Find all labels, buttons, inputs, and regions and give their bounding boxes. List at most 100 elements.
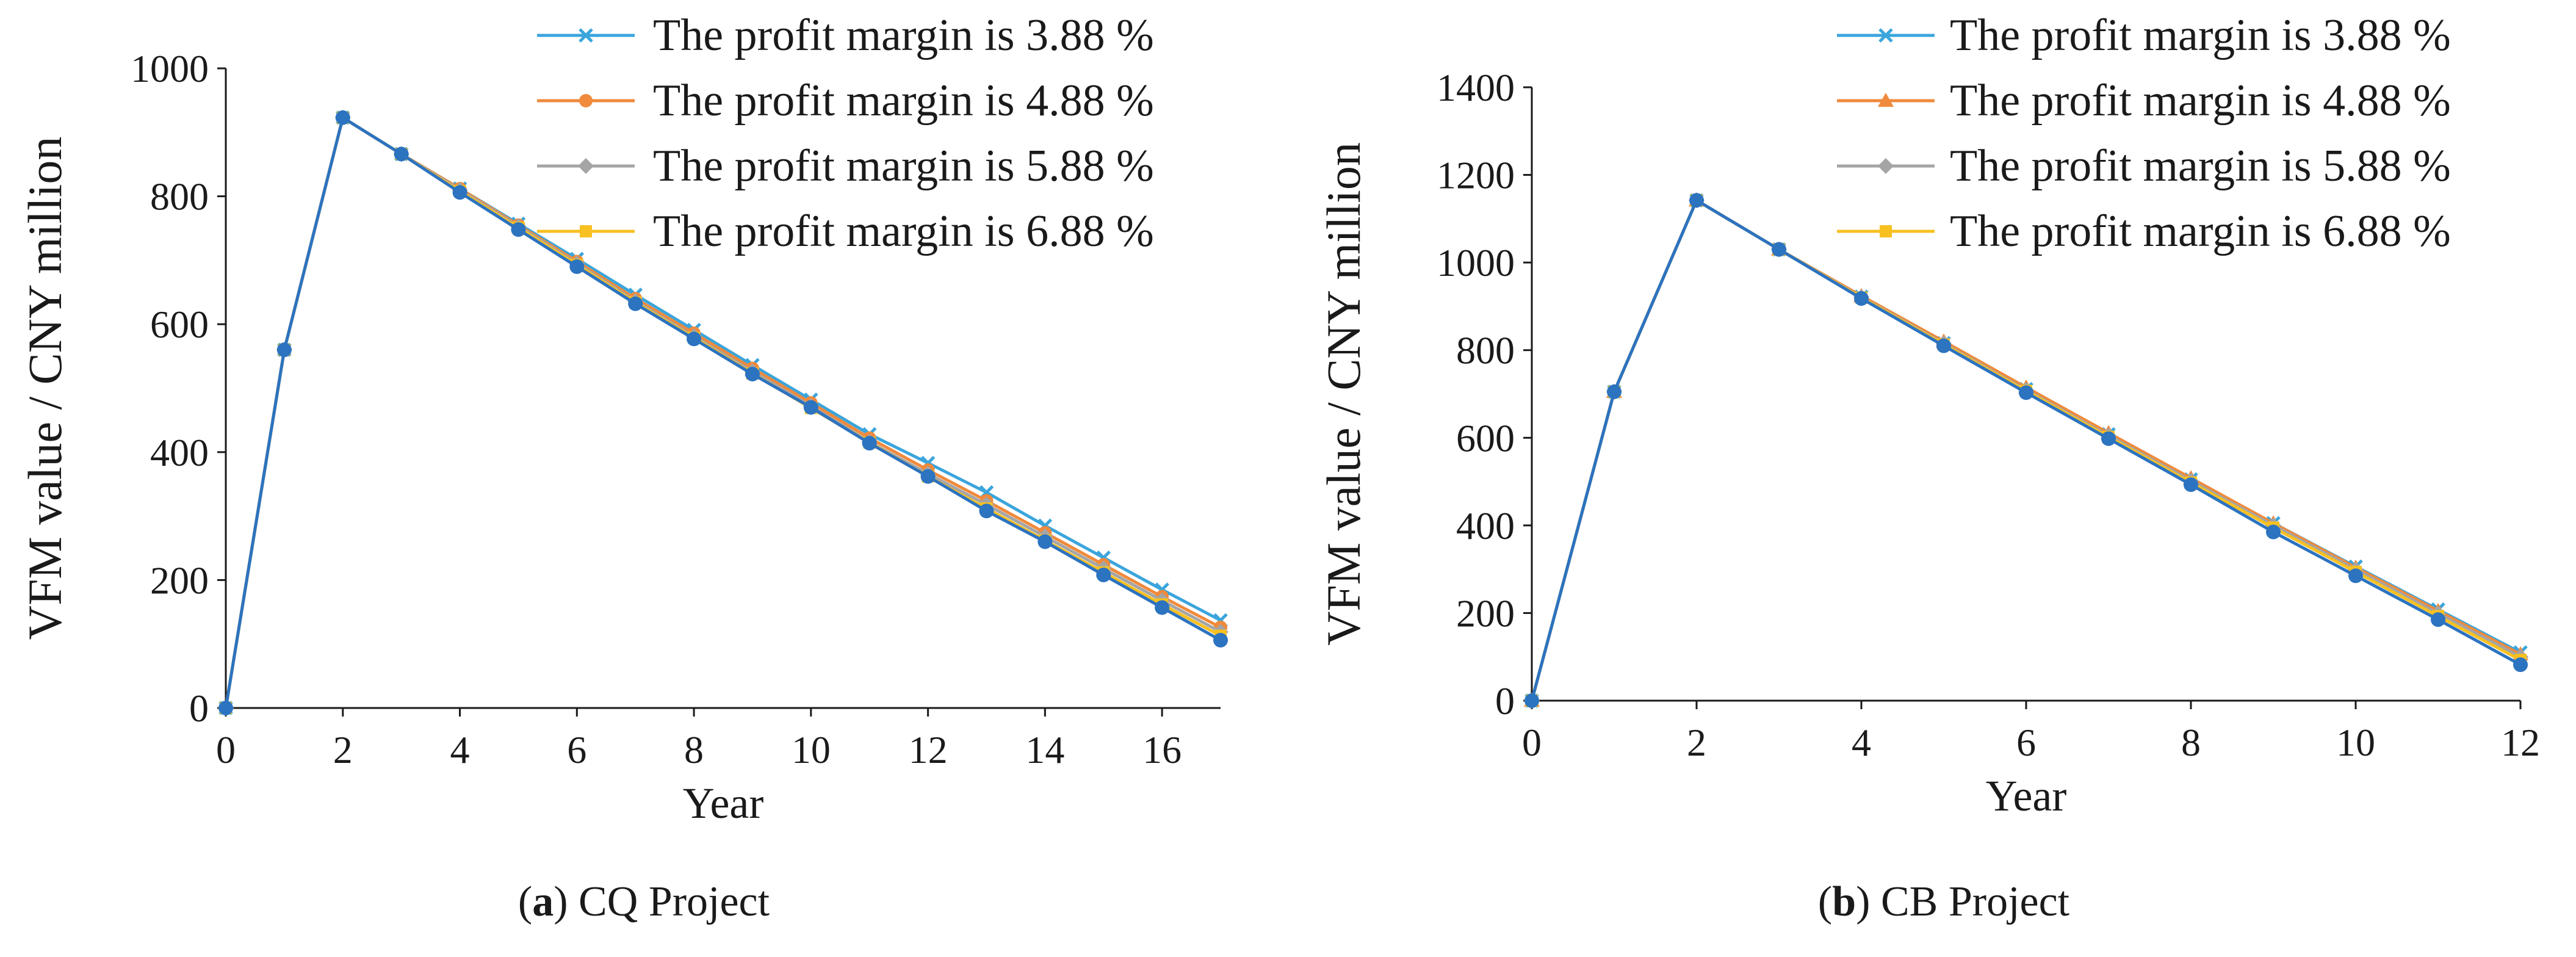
data-point xyxy=(745,366,760,381)
series-2 xyxy=(218,109,1228,716)
legend-marker xyxy=(578,158,594,174)
caption-paren: ) xyxy=(554,878,579,925)
y-tick-label: 800 xyxy=(150,175,209,218)
data-point xyxy=(687,331,702,347)
data-point xyxy=(1213,632,1228,648)
series-3 xyxy=(1526,194,2527,707)
data-point xyxy=(862,436,877,451)
caption-letter: a xyxy=(532,878,554,925)
legend: The profit margin is 3.88 % The profit ma… xyxy=(537,10,1154,256)
x-tick-label: 2 xyxy=(1687,721,1706,764)
y-axis-label: VFM value / CNY million xyxy=(18,137,71,640)
legend-entry: The profit margin is 6.88 % xyxy=(537,206,1154,256)
data-point xyxy=(335,110,350,125)
x-tick-label: 0 xyxy=(216,728,236,771)
data-point xyxy=(803,400,818,415)
x-tick-label: 12 xyxy=(2501,721,2540,764)
caption-paren: ( xyxy=(518,878,532,925)
x-tick-label: 8 xyxy=(684,728,704,771)
legend-entry: The profit margin is 5.88 % xyxy=(1837,141,2451,191)
data-point xyxy=(1096,568,1111,583)
y-tick-label: 200 xyxy=(150,558,209,602)
x-tick-label: 16 xyxy=(1142,728,1182,771)
y-tick-label: 0 xyxy=(1495,679,1515,723)
x-tick-label: 4 xyxy=(1852,721,1871,764)
y-tick-label: 1200 xyxy=(1437,154,1515,197)
legend-label: The profit margin is 6.88 % xyxy=(653,206,1154,256)
figure-caption: (b) CB Project xyxy=(1818,878,2070,925)
x-tick-label: 8 xyxy=(2181,721,2201,764)
data-point xyxy=(2184,477,2198,493)
data-point xyxy=(1607,384,1622,399)
legend-label: The profit margin is 4.88 % xyxy=(653,76,1154,126)
legend-entry: The profit margin is 3.88 % xyxy=(1837,10,2451,60)
series-line xyxy=(1530,198,2522,701)
x-tick-label: 12 xyxy=(909,728,948,771)
series-line xyxy=(1530,198,2522,701)
x-tick-label: 10 xyxy=(792,728,831,771)
series-0 xyxy=(1524,193,2528,708)
chart-cq-project: 0 200 400 600 800 1000 0 2 4 6 8 10 12 14 16 Year VFM va… xyxy=(18,10,1228,925)
y-tick-label: 1000 xyxy=(131,47,209,90)
legend-label: The profit margin is 5.88 % xyxy=(653,141,1154,191)
data-point xyxy=(2101,431,2116,446)
legend-entry: The profit margin is 3.88 % xyxy=(537,10,1154,60)
series-1 xyxy=(219,110,1227,715)
series-4 xyxy=(1524,193,2528,708)
legend-entry: The profit margin is 6.88 % xyxy=(1837,206,2451,256)
x-axis-label: Year xyxy=(1986,771,2067,820)
x-tick-label: 2 xyxy=(333,728,353,771)
x-tick-label: 6 xyxy=(2016,721,2036,764)
y-tick-label: 400 xyxy=(150,431,209,474)
data-point xyxy=(2019,385,2033,400)
legend-marker xyxy=(1880,225,1892,237)
data-point xyxy=(511,222,526,237)
series-line xyxy=(1530,198,2522,701)
legend-label: The profit margin is 6.88 % xyxy=(1950,206,2451,256)
series-line xyxy=(1530,198,2522,701)
legend-entry: The profit margin is 4.88 % xyxy=(537,76,1154,126)
data-point xyxy=(1936,338,1951,353)
data-point xyxy=(276,342,292,358)
y-tick-label: 600 xyxy=(150,303,209,346)
data-point xyxy=(2431,612,2445,627)
data-point xyxy=(2513,657,2528,673)
x-tick-label: 4 xyxy=(450,728,470,771)
y-tick-label: 400 xyxy=(1456,504,1515,547)
data-point xyxy=(452,185,467,200)
data-point xyxy=(1037,534,1053,549)
series-1 xyxy=(1524,192,2528,707)
legend-label: The profit margin is 4.88 % xyxy=(1950,76,2451,126)
y-tick-label: 200 xyxy=(1456,591,1515,635)
data-point xyxy=(1772,242,1786,257)
data-point xyxy=(1155,600,1170,615)
figure-caption: (a) CQ Project xyxy=(518,878,770,925)
legend-marker xyxy=(1878,158,1894,174)
x-axis-label: Year xyxy=(683,779,764,828)
caption-text: CQ Project xyxy=(579,878,770,925)
data-point xyxy=(2348,568,2363,583)
legend-label: The profit margin is 5.88 % xyxy=(1950,141,2451,191)
x-tick-label: 6 xyxy=(567,728,586,771)
data-point xyxy=(1689,193,1704,208)
legend-entry: The profit margin is 5.88 % xyxy=(537,141,1154,191)
series-line xyxy=(1530,198,2522,701)
data-point xyxy=(979,504,994,519)
data-point xyxy=(1854,291,1869,306)
x-tick-label: 0 xyxy=(1522,721,1542,764)
legend-label: The profit margin is 3.88 % xyxy=(1950,10,2451,60)
legend-marker xyxy=(579,94,593,107)
x-tick-label: 14 xyxy=(1025,728,1064,771)
legend-marker xyxy=(1878,28,1893,43)
data-point xyxy=(218,701,233,715)
caption-paren: ( xyxy=(1818,878,1832,925)
y-tick-label: 600 xyxy=(1456,416,1515,460)
series-0 xyxy=(218,110,1228,715)
series-2 xyxy=(1524,192,2528,709)
data-point xyxy=(394,146,409,162)
series-3 xyxy=(220,111,1227,714)
series-line xyxy=(224,116,1222,709)
x-tick-label: 10 xyxy=(2336,721,2375,764)
series-4 xyxy=(218,110,1228,715)
y-tick-label: 800 xyxy=(1456,329,1515,372)
